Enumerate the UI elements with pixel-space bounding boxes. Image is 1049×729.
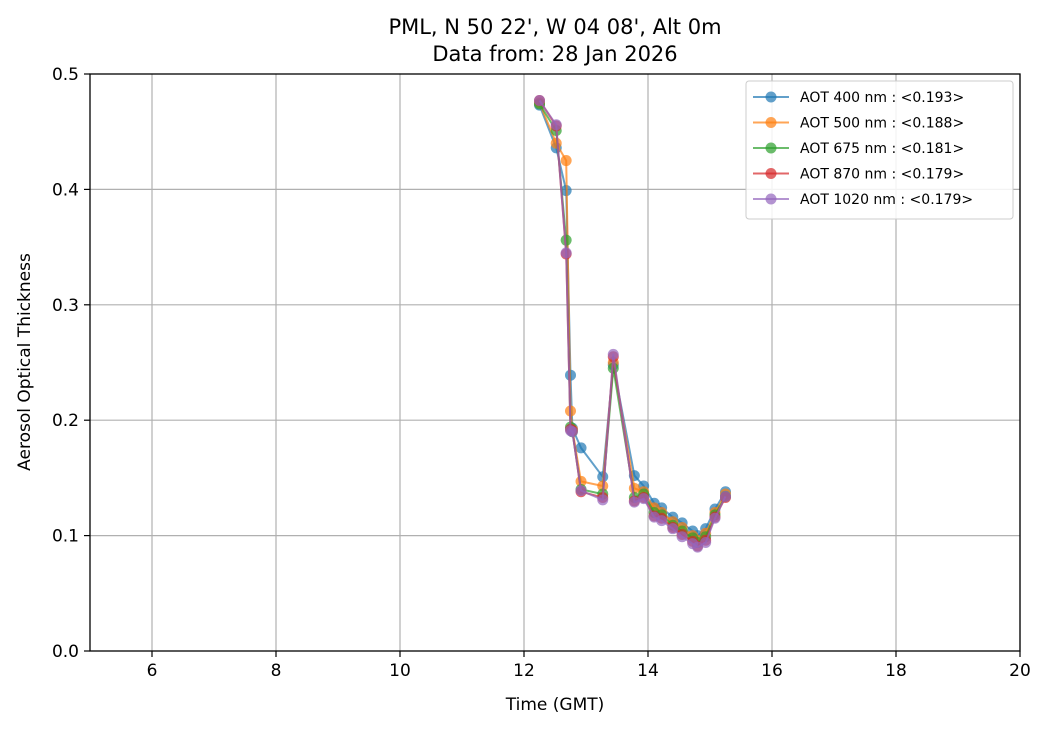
x-tick-label: 20	[1009, 661, 1031, 681]
series-group	[534, 95, 731, 553]
legend-marker	[765, 91, 777, 103]
data-point	[607, 348, 619, 360]
data-point	[700, 537, 712, 549]
x-axis-label: Time (GMT)	[505, 695, 605, 715]
x-tick-label: 14	[637, 661, 659, 681]
y-tick-label: 0.4	[52, 180, 79, 200]
series-5	[534, 95, 731, 553]
legend-label: AOT 400 nm : <0.193>	[800, 90, 964, 106]
legend-label: AOT 500 nm : <0.188>	[800, 116, 964, 132]
data-point	[560, 247, 572, 259]
legend-marker	[765, 142, 777, 154]
x-tick-label: 12	[513, 661, 535, 681]
data-point	[560, 155, 572, 167]
legend-item: AOT 500 nm : <0.188>	[753, 116, 964, 132]
legend-item: AOT 675 nm : <0.181>	[753, 141, 964, 157]
data-point	[566, 426, 578, 438]
legend-item: AOT 870 nm : <0.179>	[753, 167, 964, 183]
data-point	[638, 493, 650, 505]
data-point	[575, 485, 587, 497]
data-point	[676, 531, 688, 543]
legend-box	[745, 80, 1014, 220]
axis-ticks: 6 8 10 12 14 16 18 20 0.0 0.1 0.2 0.3 0.4 0.5	[52, 65, 1031, 681]
y-tick-label: 0.1	[52, 527, 79, 547]
chart-title-line1: PML, N 50 22', W 04 08', Alt 0m	[388, 15, 721, 39]
data-point	[709, 512, 721, 524]
data-point	[667, 523, 679, 535]
x-tick-label: 16	[761, 661, 783, 681]
legend: AOT 400 nm : <0.193> AOT 500 nm : <0.188>…	[745, 80, 1014, 220]
x-tick-label: 18	[885, 661, 907, 681]
legend-marker	[765, 193, 777, 205]
y-tick-label: 0.0	[52, 642, 79, 662]
y-axis-label: Aerosol Optical Thickness	[15, 253, 35, 471]
data-point	[550, 137, 562, 149]
data-point	[550, 119, 562, 131]
legend-item: AOT 1020 nm : <0.179>	[753, 192, 973, 208]
data-point	[692, 541, 704, 553]
data-point	[575, 442, 587, 454]
legend-marker	[765, 117, 777, 128]
y-tick-label: 0.3	[52, 296, 79, 316]
legend-marker	[765, 168, 777, 179]
legend-label: AOT 870 nm : <0.179>	[800, 167, 964, 183]
legend-label: AOT 675 nm : <0.181>	[800, 141, 964, 157]
y-tick-label: 0.5	[52, 65, 79, 85]
legend-item: AOT 400 nm : <0.193>	[753, 90, 964, 106]
data-point	[534, 95, 545, 107]
data-point	[597, 494, 609, 506]
data-point	[628, 496, 640, 508]
x-tick-label: 6	[147, 661, 158, 681]
x-tick-label: 10	[389, 661, 411, 681]
x-tick-label: 8	[271, 661, 282, 681]
data-point	[656, 515, 668, 527]
y-tick-label: 0.2	[52, 411, 79, 431]
data-point	[720, 490, 731, 502]
chart-title-line2: Data from: 28 Jan 2026	[432, 42, 677, 66]
legend-label: AOT 1020 nm : <0.179>	[800, 192, 973, 208]
plot-frame	[89, 73, 1021, 652]
